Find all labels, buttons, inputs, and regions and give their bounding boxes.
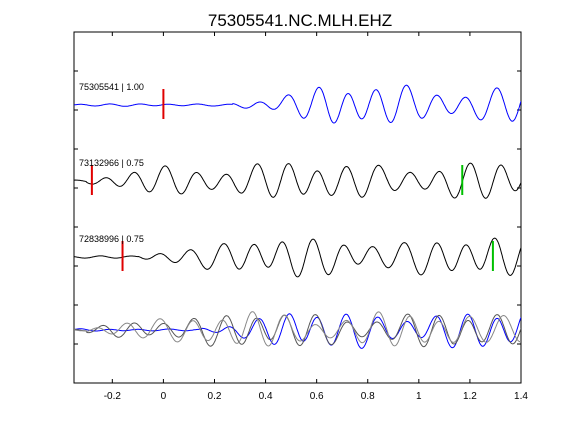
- trace-label: 72838996 | 0.75: [79, 234, 144, 244]
- x-tick-label: 0.4: [259, 391, 273, 402]
- y-ticks: [74, 70, 521, 345]
- trace-area: [74, 84, 521, 349]
- x-tick-label: 1.4: [514, 391, 528, 402]
- trace-line: [74, 84, 521, 124]
- x-tick-label: 0.6: [310, 391, 324, 402]
- x-tick-label: 0.8: [361, 391, 375, 402]
- plot-frame: [73, 31, 522, 384]
- overlay-trace-line: [74, 313, 521, 349]
- x-tick-label: 1.2: [463, 391, 477, 402]
- overlay-trace-line: [74, 313, 521, 348]
- x-tick-label: 0.2: [208, 391, 222, 402]
- traces: [74, 84, 521, 349]
- x-tick-label: 0: [161, 391, 167, 402]
- x-tick-label: -0.2: [104, 391, 122, 402]
- trace-label: 75305541 | 1.00: [79, 82, 144, 92]
- trace-labels: 75305541 | 1.00 73132966 | 0.75 72838996 |…: [79, 82, 144, 244]
- trace-label: 73132966 | 0.75: [79, 158, 144, 168]
- trace-line: [74, 237, 521, 278]
- trace-line: [74, 162, 521, 199]
- chart-title: 75305541.NC.MLH.EHZ: [208, 11, 392, 30]
- overlay-trace-line: [74, 311, 521, 347]
- x-ticks: -0.2 0 0.2 0.4 0.6 0.8 1 1.2 1.4: [104, 32, 528, 402]
- x-tick-label: 1: [416, 391, 422, 402]
